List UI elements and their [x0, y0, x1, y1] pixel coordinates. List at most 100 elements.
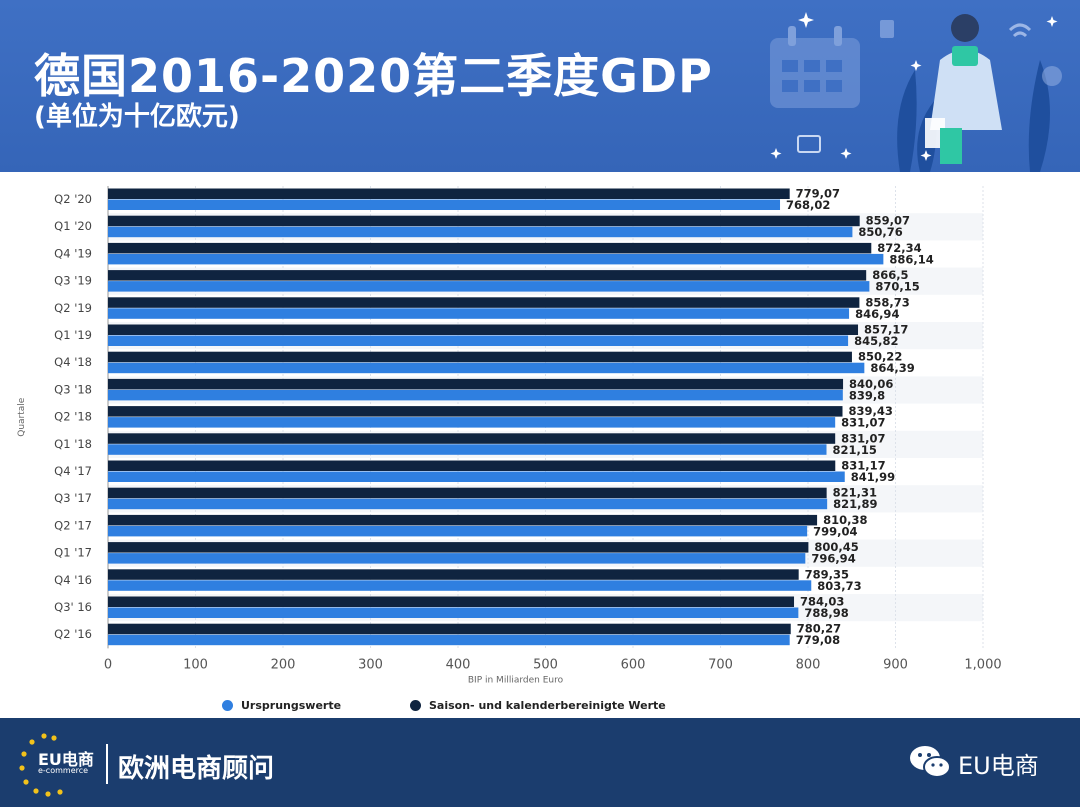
bar-original — [108, 607, 799, 618]
bar-original — [108, 444, 827, 455]
legend-swatch-adjusted — [410, 700, 421, 711]
person-head — [951, 14, 979, 42]
x-tick-label: 200 — [271, 657, 296, 672]
bar-original — [108, 335, 849, 346]
header-banner: 德国2016-2020第二季度GDP (单位为十亿欧元) — [0, 0, 1080, 172]
data-label-adjusted: 810,38 — [823, 513, 867, 527]
bar-original — [108, 281, 870, 292]
wechat-account-label: EU电商 — [958, 752, 1039, 780]
bar-original — [108, 553, 806, 564]
footer-divider — [106, 744, 108, 784]
chart-area: 0 100 200 300 400 500 600 700 800 900 1,000 779,07 7… — [0, 172, 1080, 718]
bar-original — [108, 417, 836, 428]
bar-adjusted — [108, 433, 836, 444]
page-title: 德国2016-2020第二季度GDP — [34, 49, 713, 103]
y-tick-label: Q3' 16 — [54, 600, 92, 614]
data-label-adjusted: 831,07 — [841, 431, 885, 445]
data-label-original: 821,15 — [833, 443, 877, 457]
data-label-original: 845,82 — [854, 334, 898, 348]
eu-stars-logo — [19, 733, 63, 797]
bar-original — [108, 362, 865, 374]
bar-original — [108, 253, 884, 265]
bar-adjusted — [108, 215, 860, 227]
legend-item-original: Ursprungswerte — [222, 699, 341, 712]
bar-adjusted — [108, 596, 795, 607]
brand-name: 欧洲电商顾问 — [118, 754, 275, 784]
data-label-adjusted: 850,22 — [858, 350, 902, 364]
bar-adjusted — [108, 542, 809, 553]
y-tick-label: Q4 '19 — [54, 246, 92, 260]
legend-label-original: Ursprungswerte — [241, 699, 342, 712]
data-label-original: 864,39 — [870, 361, 914, 375]
data-label-adjusted: 780,27 — [797, 622, 841, 636]
data-label-original: 788,98 — [804, 606, 848, 620]
chart-legend: Ursprungswerte Saison- und kalenderberei… — [0, 697, 1080, 717]
data-label-original: 886,14 — [889, 252, 933, 266]
data-label-original: 846,94 — [855, 307, 899, 321]
bar-adjusted — [108, 487, 827, 499]
y-tick-label: Q2 '17 — [54, 518, 92, 532]
x-tick-label: 1,000 — [964, 657, 1001, 672]
x-tick-label: 900 — [883, 657, 908, 672]
bar-adjusted — [108, 569, 799, 580]
data-label-adjusted: 779,07 — [796, 187, 840, 201]
y-tick-label: Q1 '19 — [54, 328, 92, 342]
bar-adjusted — [108, 406, 843, 417]
bar-adjusted — [108, 188, 790, 199]
gdp-bar-chart: 0 100 200 300 400 500 600 700 800 900 1,000779,077… — [17, 186, 1002, 685]
data-label-original: 831,07 — [841, 416, 885, 430]
data-label-adjusted: 839,43 — [849, 404, 893, 418]
bar-adjusted — [108, 242, 872, 254]
bar-adjusted — [108, 378, 844, 390]
bar-adjusted — [108, 270, 867, 281]
x-tick-label: 300 — [358, 657, 383, 672]
data-label-original: 799,04 — [813, 524, 857, 538]
bar-original — [108, 634, 790, 646]
y-tick-label: Q3 '17 — [54, 491, 92, 505]
data-label-adjusted: 821,31 — [833, 486, 877, 500]
bar-adjusted — [108, 460, 836, 471]
data-label-original: 841,99 — [851, 470, 895, 484]
data-label-adjusted: 840,06 — [849, 377, 893, 391]
bar-original — [108, 471, 845, 482]
data-label-adjusted: 858,73 — [865, 295, 909, 309]
bar-adjusted — [108, 623, 791, 635]
bar-original — [108, 498, 828, 510]
y-tick-label: Q1 '17 — [54, 546, 92, 560]
bar-adjusted — [108, 514, 818, 526]
wifi-icon — [1008, 23, 1032, 38]
data-label-adjusted: 857,17 — [864, 323, 908, 337]
y-tick-label: Q2 '18 — [54, 410, 92, 424]
data-label-adjusted: 789,35 — [805, 567, 849, 581]
x-tick-label: 100 — [183, 657, 208, 672]
data-label-adjusted: 859,07 — [866, 214, 910, 228]
data-label-original: 839,8 — [849, 388, 885, 402]
legend-item-adjusted: Saison- und kalenderbereinigte Werte — [410, 699, 666, 712]
page-subtitle: (单位为十亿欧元) — [34, 102, 240, 132]
legend-swatch-original — [222, 700, 233, 711]
shopping-bag-icon — [952, 46, 978, 66]
y-tick-label: Q1 '18 — [54, 437, 92, 451]
x-tick-label: 800 — [796, 657, 821, 672]
person-body — [930, 50, 1002, 130]
shopping-calendar-illustration — [770, 12, 1062, 172]
bar-adjusted — [108, 324, 859, 335]
y-tick-label: Q1 '20 — [54, 219, 92, 233]
bar-adjusted — [108, 351, 852, 363]
y-tick-label: Q2 '20 — [54, 192, 92, 206]
y-tick-label: Q2 '19 — [54, 301, 92, 315]
x-tick-label: 400 — [446, 657, 471, 672]
y-axis-title: Quartale — [17, 397, 27, 437]
logo-text: EU电商 — [38, 750, 94, 769]
data-label-adjusted: 831,17 — [841, 459, 885, 473]
logo-subtext: e-commerce — [38, 766, 89, 775]
data-label-original: 850,76 — [858, 225, 902, 239]
y-tick-label: Q3 '18 — [54, 382, 92, 396]
y-tick-label: Q2 '16 — [54, 627, 92, 641]
x-tick-label: 0 — [104, 657, 112, 672]
bar-original — [108, 389, 843, 401]
card-icon — [797, 135, 821, 153]
y-tick-label: Q3 '19 — [54, 274, 92, 288]
bar-original — [108, 199, 781, 210]
y-tick-label: Q4 '18 — [54, 355, 92, 369]
